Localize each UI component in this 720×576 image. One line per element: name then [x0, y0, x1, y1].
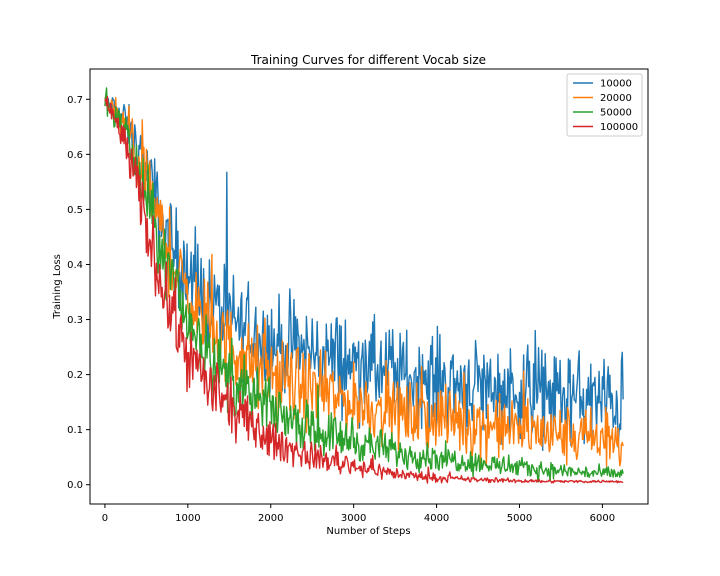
x-tick-label: 4000	[424, 513, 449, 524]
series-line-100000	[104, 95, 624, 484]
y-tick-label: 0.7	[67, 95, 83, 106]
y-tick-label: 0.3	[67, 315, 83, 326]
legend-entry: 50000	[600, 108, 632, 119]
y-tick-label: 0.6	[67, 150, 83, 161]
x-tick-label: 5000	[507, 513, 532, 524]
x-tick-label: 1000	[175, 513, 200, 524]
x-axis-label: Number of Steps	[326, 526, 410, 537]
chart-title: Training Curves for different Vocab size	[250, 53, 486, 67]
x-tick-label: 0	[102, 513, 108, 524]
plot-area	[104, 87, 624, 484]
legend-entry: 10000	[600, 79, 632, 90]
y-tick-label: 0.1	[67, 425, 83, 436]
x-tick-label: 2000	[258, 513, 283, 524]
series-line-10000	[104, 92, 624, 452]
legend-box	[566, 73, 643, 137]
legend-entry: 20000	[600, 93, 632, 104]
x-tick-label: 3000	[341, 513, 366, 524]
y-tick-label: 0.5	[67, 205, 83, 216]
series-line-20000	[104, 96, 624, 467]
x-axis-ticks: 0 1000 2000 3000 4000 5000 6000	[102, 504, 615, 524]
y-tick-label: 0.4	[67, 260, 83, 271]
y-tick-label: 0.2	[67, 370, 83, 381]
legend-entry: 100000	[600, 122, 638, 133]
y-tick-label: 0.0	[67, 480, 83, 491]
series-layer	[104, 87, 624, 484]
y-axis-ticks: 0.0 0.1 0.2 0.3 0.4 0.5 0.6 0.7	[67, 95, 90, 491]
y-axis-label: Training Loss	[52, 254, 63, 320]
legend: 10000 20000 50000 100000	[566, 73, 643, 137]
series-line-50000	[104, 87, 624, 483]
x-tick-label: 6000	[590, 513, 615, 524]
plot-frame	[89, 68, 649, 505]
